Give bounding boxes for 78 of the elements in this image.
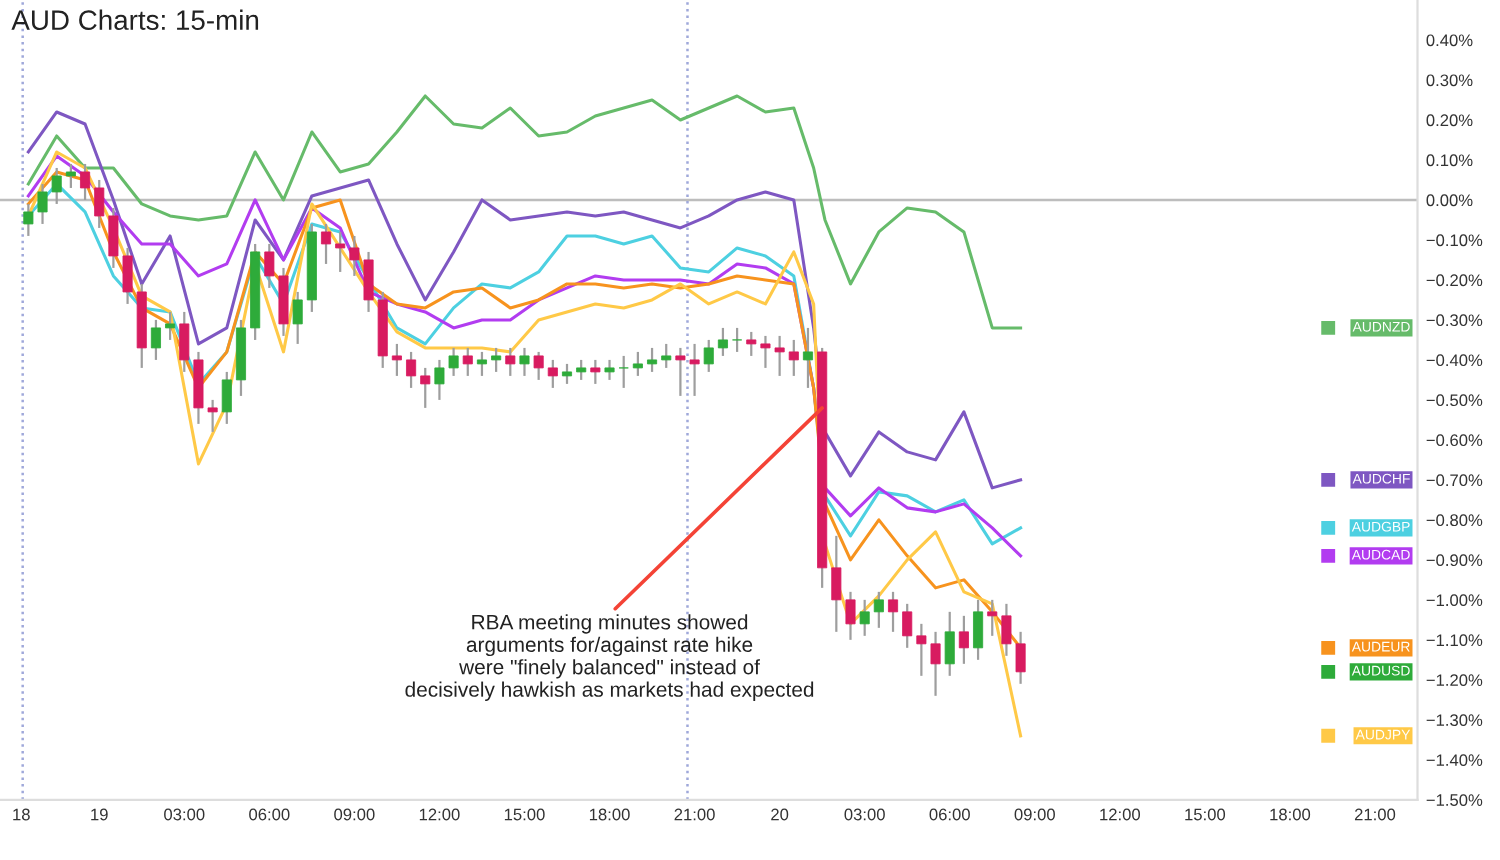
y-tick-label: −0.40% [1426, 354, 1483, 367]
y-tick-label: 0.20% [1426, 114, 1473, 127]
x-tick-label: 03:00 [844, 808, 885, 821]
candlestick [165, 310, 176, 342]
y-tick-label: −0.70% [1426, 474, 1483, 487]
x-tick-label: 21:00 [674, 808, 715, 821]
y-tick-label: −0.30% [1426, 314, 1483, 327]
y-tick-label: 0.30% [1426, 74, 1473, 87]
candlestick [476, 350, 487, 378]
x-tick-label: 18 [13, 808, 30, 821]
y-tick-label: −1.30% [1426, 714, 1483, 727]
x-tick-label: 21:00 [1354, 808, 1396, 821]
candlestick [505, 346, 516, 378]
x-tick-label: 18:00 [589, 808, 630, 821]
candlestick [547, 358, 558, 390]
y-tick-label: −1.00% [1426, 594, 1483, 607]
y-tick-label: −0.60% [1426, 434, 1483, 447]
y-tick-label: −1.20% [1426, 674, 1483, 687]
candlestick [888, 590, 899, 633]
candlestick [406, 350, 417, 390]
x-tick-label: 06:00 [929, 808, 970, 821]
y-tick-label: −1.50% [1426, 794, 1483, 806]
candlestick [590, 358, 601, 386]
y-tick-label: −0.10% [1426, 234, 1483, 247]
candlestick [150, 318, 161, 362]
candlestick [902, 602, 913, 649]
x-tick-label: 12:00 [419, 808, 460, 821]
x-tick-label: 06:00 [249, 808, 290, 821]
candlestick [391, 342, 402, 378]
y-tick-label: −0.90% [1426, 554, 1483, 567]
y-tick-label: −1.10% [1426, 634, 1483, 647]
x-tick-label: 03:00 [164, 808, 205, 821]
candlestick [788, 338, 799, 378]
x-tick-label: 09:00 [1014, 808, 1055, 821]
candlestick [802, 326, 813, 390]
candlestick [65, 162, 76, 190]
candlestick [221, 370, 232, 425]
candlestick [576, 358, 587, 382]
candlestick [420, 366, 431, 410]
y-tick-label: 0.40% [1426, 34, 1473, 47]
candlestick [859, 598, 870, 637]
candlestick [958, 614, 969, 665]
candlestick [94, 178, 105, 230]
candlestick [873, 590, 884, 629]
candlestick [292, 290, 303, 346]
x-tick-label: 15:00 [1185, 808, 1226, 821]
candlestick [647, 346, 658, 374]
y-tick-label: −0.50% [1426, 394, 1483, 407]
y-tick-label: −0.80% [1426, 514, 1483, 527]
x-tick-label: 19 [91, 808, 108, 821]
y-tick-label: 0.00% [1426, 194, 1473, 207]
candlestick [632, 350, 643, 378]
candlestick [462, 346, 473, 378]
candlestick [703, 338, 714, 374]
candlestick [944, 610, 955, 677]
candlestick [973, 598, 984, 661]
x-tick-label: 15:00 [504, 808, 545, 821]
candlestick [661, 342, 672, 370]
candlestick [491, 346, 502, 374]
x-tick-label: 18:00 [1270, 808, 1311, 821]
y-tick-label: 0.10% [1426, 154, 1473, 167]
candlestick [604, 358, 615, 382]
candlestick [519, 346, 530, 378]
x-tick-label: 09:00 [334, 808, 375, 821]
y-tick-label: −1.40% [1426, 754, 1483, 767]
candlestick [618, 354, 629, 390]
x-tick-label: 12:00 [1100, 808, 1141, 821]
candlestick [533, 350, 544, 382]
candlestick [80, 162, 91, 202]
candlestick [561, 362, 573, 386]
candlestick [321, 222, 332, 266]
candlestick [335, 230, 346, 274]
x-tick-label: 20 [771, 808, 789, 821]
y-tick-label: −0.20% [1426, 274, 1483, 287]
annotation: RBA meeting minutes showed arguments for/against rate hike were "finely balanced" instead of decisively hawkish as markets had expected [405, 614, 814, 701]
candlestick [732, 326, 743, 354]
candlestick [717, 326, 728, 358]
chart-title: AUD Charts: 15-min [11, 9, 259, 30]
